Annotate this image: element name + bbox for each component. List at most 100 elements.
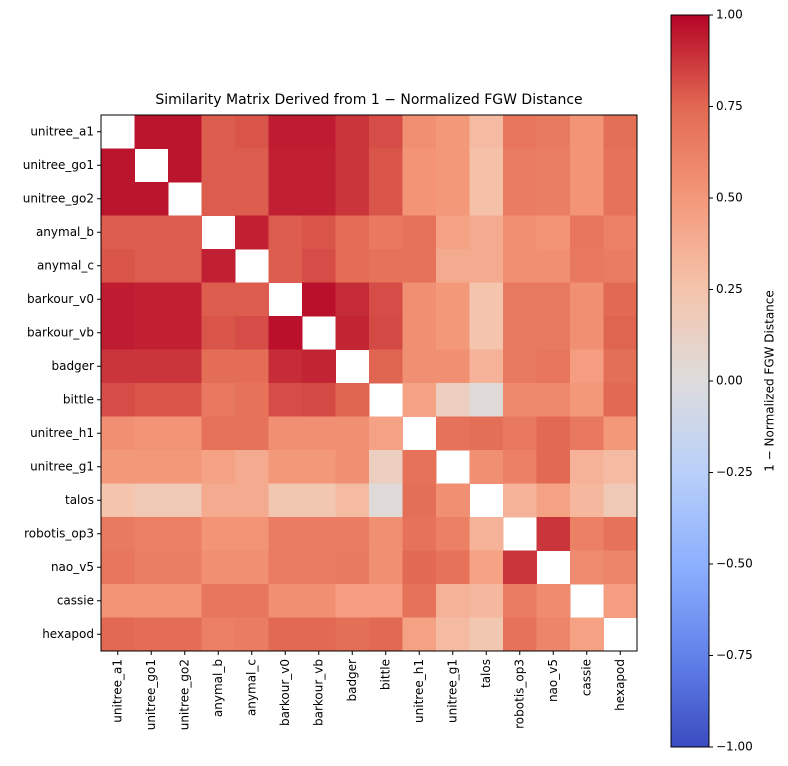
heatmap-cell	[134, 215, 169, 250]
heatmap-cell	[570, 517, 604, 551]
heatmap-cell	[603, 584, 638, 618]
heatmap-cell	[436, 282, 470, 317]
heatmap-cell	[402, 182, 437, 216]
heatmap-cell	[603, 383, 638, 417]
heatmap-cell	[134, 383, 169, 417]
heatmap-cell	[603, 550, 638, 585]
heatmap-cell	[503, 416, 537, 451]
heatmap-cell	[302, 416, 336, 451]
y-tick-label: anymal_b	[36, 225, 94, 239]
heatmap-cell	[134, 249, 169, 283]
heatmap-cell	[335, 215, 370, 250]
heatmap-cell	[369, 483, 403, 518]
colorbar-tick-label: 0.75	[716, 99, 743, 113]
heatmap-cell	[469, 550, 504, 585]
heatmap-cell	[134, 584, 169, 618]
colorbar	[670, 14, 710, 748]
heatmap-cell	[369, 215, 403, 250]
heatmap-cell	[201, 517, 236, 551]
y-tick-label: anymal_c	[37, 258, 94, 272]
heatmap-cell	[402, 517, 437, 551]
x-tick-label: unitree_h1	[412, 659, 426, 723]
heatmap-cell	[168, 584, 202, 618]
heatmap-cell	[101, 617, 135, 652]
heatmap-cell	[235, 517, 269, 551]
heatmap-cell	[335, 584, 370, 618]
heatmap-cell	[369, 416, 403, 451]
heatmap-cell	[436, 349, 470, 384]
heatmap-cell	[201, 483, 236, 518]
heatmap-cell	[335, 550, 370, 585]
heatmap-cell	[235, 349, 269, 384]
heatmap-cell	[168, 450, 202, 484]
heatmap-cell	[369, 115, 403, 149]
heatmap-cell	[168, 383, 202, 417]
heatmap-cell	[536, 517, 571, 551]
heatmap-cell	[469, 450, 504, 484]
colorbar-tick-label: 0.25	[716, 282, 743, 296]
heatmap-cell	[369, 584, 403, 618]
heatmap-cell	[134, 115, 169, 149]
heatmap-cell	[436, 416, 470, 451]
heatmap-cell	[268, 550, 303, 585]
heatmap-cell	[268, 383, 303, 417]
heatmap-cell	[603, 282, 638, 317]
heatmap-cell	[469, 349, 504, 384]
heatmap-cell	[235, 617, 269, 652]
heatmap-cell	[436, 383, 470, 417]
heatmap-cell	[603, 249, 638, 283]
heatmap-cell	[134, 617, 169, 652]
heatmap-cell	[503, 550, 537, 585]
heatmap-cell	[134, 483, 169, 518]
heatmap-cell	[168, 249, 202, 283]
heatmap-cell	[436, 517, 470, 551]
heatmap-cell	[536, 282, 571, 317]
heatmap-cell	[369, 148, 403, 183]
heatmap-cell	[369, 450, 403, 484]
heatmap-cell	[603, 450, 638, 484]
x-tick-label: hexapod	[613, 659, 627, 711]
heatmap-cell	[335, 249, 370, 283]
heatmap-cell	[168, 316, 202, 350]
heatmap-cell	[335, 450, 370, 484]
heatmap-cell	[469, 249, 504, 283]
heatmap-cell	[536, 483, 571, 518]
heatmap-cell	[369, 182, 403, 216]
heatmap-cell	[302, 584, 336, 618]
heatmap-cell	[503, 584, 537, 618]
heatmap-cell	[101, 148, 135, 183]
plot-frame	[100, 114, 638, 652]
heatmap-cell	[503, 316, 537, 350]
heatmap-cell	[302, 249, 336, 283]
heatmap-cell	[570, 282, 604, 317]
colorbar-tick-label: 1.00	[716, 8, 743, 22]
heatmap-cell	[503, 282, 537, 317]
heatmap-cell	[201, 383, 236, 417]
heatmap-cell	[335, 182, 370, 216]
heatmap-cell	[603, 316, 638, 350]
y-tick-label: unitree_g1	[30, 459, 94, 473]
heatmap-cell	[570, 349, 604, 384]
heatmap-cell	[335, 282, 370, 317]
y-tick-label: robotis_op3	[24, 526, 94, 540]
heatmap-cell	[469, 182, 504, 216]
heatmap-cell	[201, 416, 236, 451]
heatmap-cell	[570, 249, 604, 283]
heatmap-cell	[503, 182, 537, 216]
heatmap-cell	[603, 483, 638, 518]
heatmap-cell	[134, 182, 169, 216]
heatmap-cell	[168, 282, 202, 317]
colorbar-tick-label: −1.00	[716, 740, 753, 754]
heatmap-cell	[201, 617, 236, 652]
heatmap-cell	[436, 148, 470, 183]
heatmap-cell	[402, 349, 437, 384]
heatmap-cell	[168, 517, 202, 551]
heatmap-cell	[436, 249, 470, 283]
heatmap-cell	[201, 550, 236, 585]
heatmap-cell	[302, 517, 336, 551]
x-tick-label: talos	[479, 659, 493, 688]
y-tick-label: hexapod	[42, 627, 94, 641]
y-tick-label: cassie	[57, 593, 94, 607]
heatmap-cell	[268, 584, 303, 618]
y-tick-label: barkour_v0	[27, 292, 94, 306]
